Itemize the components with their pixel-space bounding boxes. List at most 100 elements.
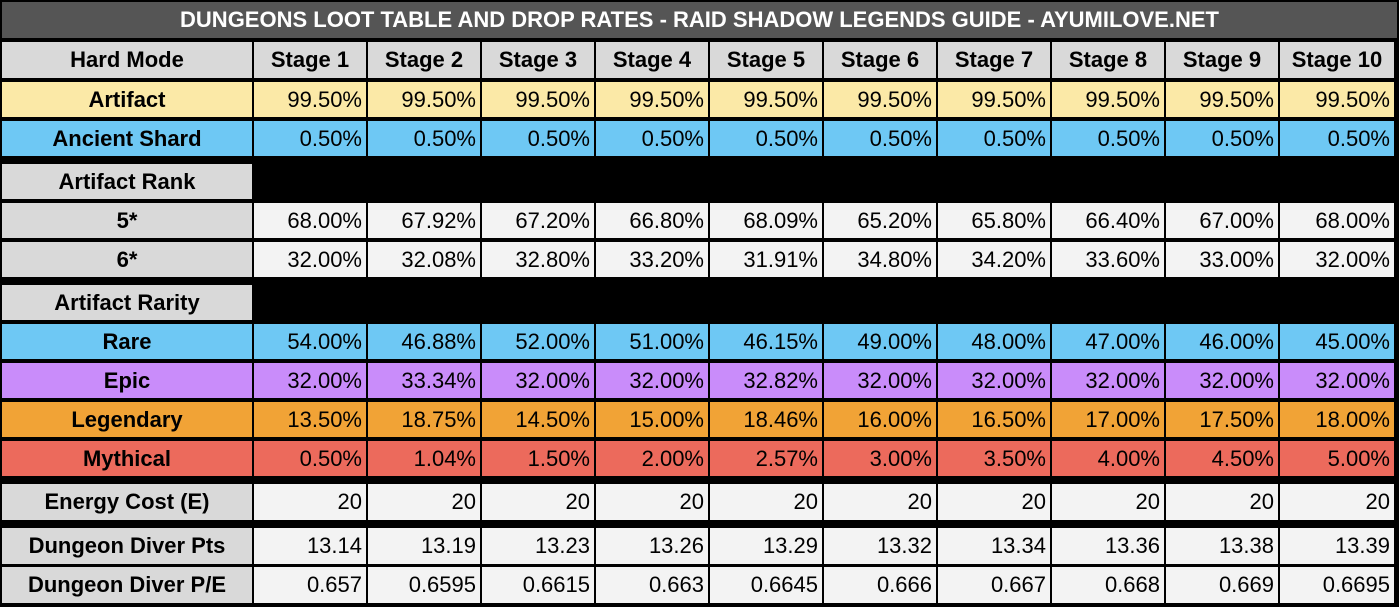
value-cell: 99.50% bbox=[1278, 80, 1396, 119]
value-cell: 0.663 bbox=[594, 565, 710, 605]
value-cell: 20 bbox=[1164, 482, 1280, 522]
table-row: Artifact Rank bbox=[0, 162, 1399, 201]
value-cell: 0.50% bbox=[1278, 119, 1396, 158]
value-cell: 99.50% bbox=[708, 80, 824, 119]
value-cell: 32.00% bbox=[252, 240, 368, 279]
value-cell: 34.20% bbox=[936, 240, 1052, 279]
value-cell: 45.00% bbox=[1278, 322, 1396, 361]
value-cell: 20 bbox=[594, 482, 710, 522]
value-cell: 3.50% bbox=[936, 439, 1052, 478]
value-cell: 32.80% bbox=[480, 240, 596, 279]
value-cell: 13.32 bbox=[822, 526, 938, 566]
value-cell: 1.50% bbox=[480, 439, 596, 478]
value-cell: 20 bbox=[480, 482, 596, 522]
stage-header: Stage 9 bbox=[1164, 40, 1280, 80]
value-cell: 4.50% bbox=[1164, 439, 1280, 478]
value-cell: 49.00% bbox=[822, 322, 938, 361]
value-cell: 99.50% bbox=[594, 80, 710, 119]
value-cell: 32.00% bbox=[822, 361, 938, 400]
value-cell: 99.50% bbox=[822, 80, 938, 119]
value-cell: 66.40% bbox=[1050, 201, 1166, 240]
section-spacer bbox=[1164, 283, 1280, 322]
row-label-shard: Ancient Shard bbox=[0, 119, 254, 158]
value-cell: 65.80% bbox=[936, 201, 1052, 240]
value-cell: 99.50% bbox=[1164, 80, 1280, 119]
section-spacer bbox=[936, 162, 1052, 201]
row-label-legendary: Legendary bbox=[0, 400, 254, 439]
value-cell: 32.00% bbox=[252, 361, 368, 400]
value-cell: 0.6695 bbox=[1278, 565, 1396, 605]
table-row: Energy Cost (E) 20 20 20 20 20 20 20 20 20 20 bbox=[0, 482, 1399, 522]
table-row: Legendary 13.50% 18.75% 14.50% 15.00% 18.46% 1… bbox=[0, 400, 1399, 439]
section-spacer bbox=[594, 283, 710, 322]
stage-header: Stage 1 bbox=[252, 40, 368, 80]
stage-header: Stage 7 bbox=[936, 40, 1052, 80]
row-label-mythical: Mythical bbox=[0, 439, 254, 478]
section-spacer bbox=[708, 162, 824, 201]
value-cell: 99.50% bbox=[366, 80, 482, 119]
value-cell: 20 bbox=[936, 482, 1052, 522]
value-cell: 68.00% bbox=[252, 201, 368, 240]
value-cell: 2.00% bbox=[594, 439, 710, 478]
value-cell: 0.50% bbox=[480, 119, 596, 158]
table-row: Epic 32.00% 33.34% 32.00% 32.00% 32.82% 32.00%… bbox=[0, 361, 1399, 400]
section-spacer bbox=[594, 162, 710, 201]
value-cell: 0.50% bbox=[1164, 119, 1280, 158]
value-cell: 65.20% bbox=[822, 201, 938, 240]
value-cell: 0.6645 bbox=[708, 565, 824, 605]
value-cell: 0.666 bbox=[822, 565, 938, 605]
value-cell: 68.00% bbox=[1278, 201, 1396, 240]
row-label-artifact: Artifact bbox=[0, 80, 254, 119]
value-cell: 13.34 bbox=[936, 526, 1052, 566]
value-cell: 0.50% bbox=[1050, 119, 1166, 158]
value-cell: 17.50% bbox=[1164, 400, 1280, 439]
value-cell: 52.00% bbox=[480, 322, 596, 361]
value-cell: 34.80% bbox=[822, 240, 938, 279]
value-cell: 46.88% bbox=[366, 322, 482, 361]
row-label-rank5: 5* bbox=[0, 201, 254, 240]
table-row: Artifact Rarity bbox=[0, 283, 1399, 322]
value-cell: 67.00% bbox=[1164, 201, 1280, 240]
value-cell: 33.00% bbox=[1164, 240, 1280, 279]
value-cell: 68.09% bbox=[708, 201, 824, 240]
section-spacer bbox=[822, 162, 938, 201]
header-label: Hard Mode bbox=[0, 40, 254, 80]
value-cell: 0.50% bbox=[366, 119, 482, 158]
value-cell: 0.50% bbox=[594, 119, 710, 158]
value-cell: 32.00% bbox=[1164, 361, 1280, 400]
row-label-epic: Epic bbox=[0, 361, 254, 400]
table-row: Hard Mode Stage 1 Stage 2 Stage 3 Stage 4 Sta… bbox=[0, 40, 1399, 80]
section-spacer bbox=[1050, 162, 1166, 201]
value-cell: 32.08% bbox=[366, 240, 482, 279]
row-label-diver-pts: Dungeon Diver Pts bbox=[0, 526, 254, 566]
value-cell: 0.667 bbox=[936, 565, 1052, 605]
value-cell: 14.50% bbox=[480, 400, 596, 439]
value-cell: 20 bbox=[366, 482, 482, 522]
value-cell: 13.36 bbox=[1050, 526, 1166, 566]
value-cell: 46.00% bbox=[1164, 322, 1280, 361]
value-cell: 46.15% bbox=[708, 322, 824, 361]
value-cell: 31.91% bbox=[708, 240, 824, 279]
value-cell: 13.19 bbox=[366, 526, 482, 566]
value-cell: 32.82% bbox=[708, 361, 824, 400]
value-cell: 20 bbox=[252, 482, 368, 522]
stage-header: Stage 5 bbox=[708, 40, 824, 80]
value-cell: 20 bbox=[822, 482, 938, 522]
value-cell: 13.39 bbox=[1278, 526, 1396, 566]
value-cell: 20 bbox=[708, 482, 824, 522]
value-cell: 13.50% bbox=[252, 400, 368, 439]
value-cell: 1.04% bbox=[366, 439, 482, 478]
value-cell: 20 bbox=[1050, 482, 1166, 522]
value-cell: 17.00% bbox=[1050, 400, 1166, 439]
value-cell: 32.00% bbox=[1278, 361, 1396, 400]
section-spacer bbox=[1050, 283, 1166, 322]
value-cell: 18.00% bbox=[1278, 400, 1396, 439]
value-cell: 16.50% bbox=[936, 400, 1052, 439]
section-spacer bbox=[1164, 162, 1280, 201]
value-cell: 18.46% bbox=[708, 400, 824, 439]
section-spacer bbox=[366, 162, 482, 201]
value-cell: 33.20% bbox=[594, 240, 710, 279]
table-row: 6* 32.00% 32.08% 32.80% 33.20% 31.91% 34.80% 34… bbox=[0, 240, 1399, 279]
value-cell: 47.00% bbox=[1050, 322, 1166, 361]
